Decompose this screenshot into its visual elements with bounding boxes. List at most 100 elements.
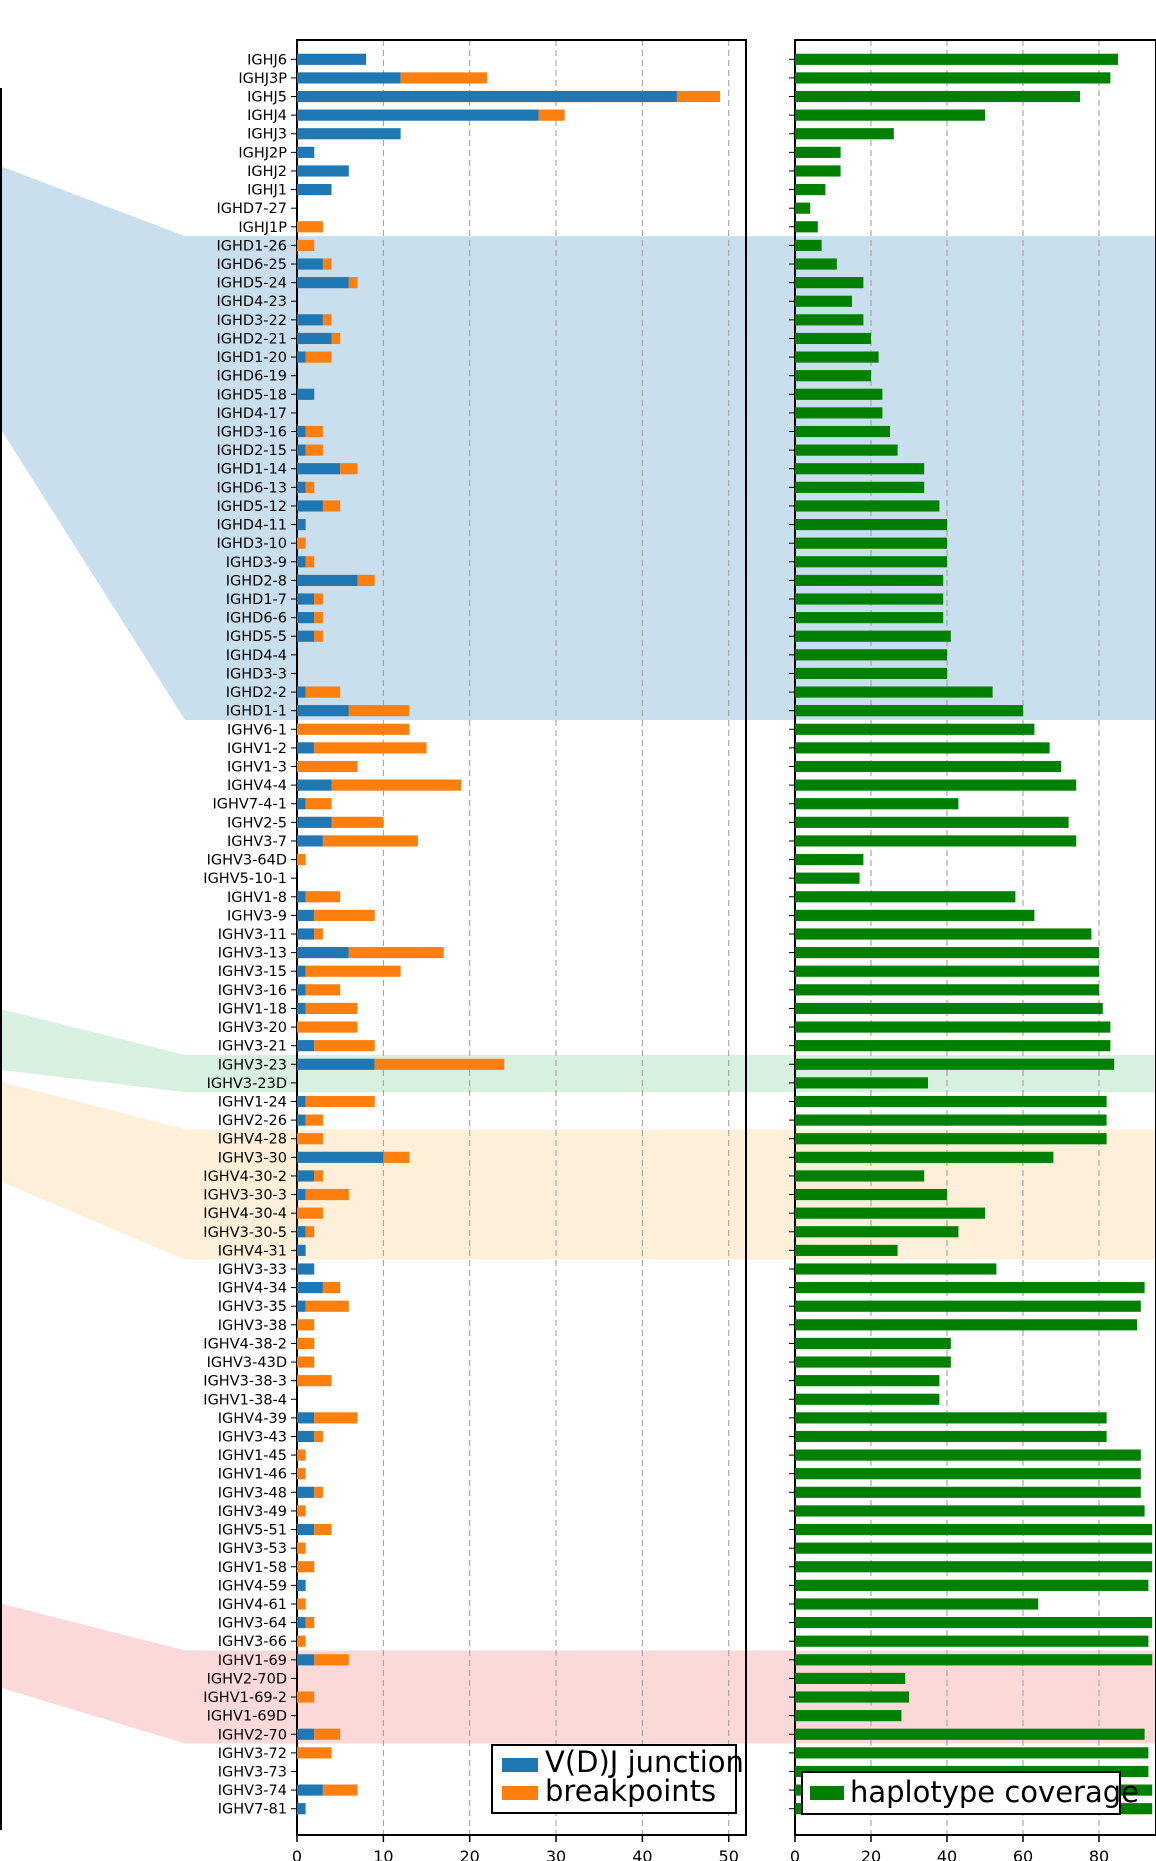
bar-coverage [795,90,1080,103]
y-tick-label: IGHD4-11 [217,518,288,534]
bar-vdj [297,146,315,158]
y-tick-label: IGHV3-38 [218,1318,287,1334]
bar-vdj [297,630,315,642]
bar-vdj [297,1803,306,1815]
y-tick-label: IGHV6-1 [227,722,287,738]
y-tick-label: IGHJ4 [247,108,287,124]
y-tick-label: IGHD5-18 [217,387,288,403]
bar-coverage [795,742,1050,754]
bar-vdj [297,388,315,400]
bar-breakpoints [331,779,462,791]
bar-coverage [795,779,1077,791]
y-tick-label: IGHV4-59 [218,1578,287,1594]
bar-breakpoints [314,593,323,605]
bar-coverage [795,444,898,456]
y-tick-label: IGHV4-39 [218,1411,287,1427]
bar-coverage [795,239,822,251]
bar-coverage [795,425,890,438]
y-tick-label: IGHV3-48 [218,1485,287,1501]
bar-coverage [795,1505,1145,1517]
y-tick-label: IGHD4-23 [217,294,288,310]
bar-breakpoints [297,239,315,251]
bar-vdj [297,500,323,512]
bar-coverage [795,1095,1107,1108]
highlight-band [1,1009,1156,1093]
bar-breakpoints [297,1561,315,1573]
y-tick-label: IGHD1-1 [226,704,287,720]
y-tick-label: IGHV3-21 [218,1039,287,1055]
y-tick-label: IGHV1-2 [227,741,287,757]
bar-breakpoints [305,798,332,810]
legend-label-coverage: haplotype coverage [850,1775,1139,1809]
y-tick-label: IGHV3-66 [218,1634,287,1650]
bar-coverage [795,258,837,270]
bar-coverage [795,1151,1054,1163]
legend-left: V(D)J junction breakpoints [491,1744,744,1814]
y-tick-label: IGHV5-10-1 [203,871,287,887]
bar-coverage [795,277,864,289]
bar-coverage [795,53,1118,65]
bar-coverage [795,1654,1153,1666]
y-tick-label: IGHV3-9 [227,908,287,924]
bar-vdj [297,351,306,363]
bar-breakpoints [297,1449,306,1461]
bar-breakpoints [314,1430,323,1443]
bar-vdj [297,798,306,810]
bar-coverage [795,202,811,214]
bar-coverage [795,1244,898,1256]
y-tick-label: IGHD2-15 [217,443,288,459]
y-tick-label: IGHV3-11 [218,927,287,943]
bar-coverage [795,537,947,549]
bar-coverage [795,351,879,363]
y-tick-label: IGHD5-24 [217,276,288,292]
y-tick-label: IGHV3-33 [218,1262,287,1278]
bar-breakpoints [297,221,323,233]
bar-coverage [795,1021,1111,1033]
bar-vdj [297,686,306,698]
y-tick-label: IGHV3-7 [227,834,287,850]
y-tick-label: IGHV1-3 [227,760,287,776]
bar-breakpoints [305,1095,375,1108]
bar-coverage [795,1468,1141,1480]
bar-breakpoints [348,947,444,959]
bar-vdj [297,90,677,103]
y-tick-label: IGHJ2P [238,145,287,161]
bar-breakpoints [297,1505,306,1517]
bar-coverage [795,593,944,605]
y-tick-label: IGHV3-23 [218,1057,287,1073]
bar-vdj [297,705,349,717]
bar-coverage [795,314,864,326]
bar-coverage [795,1226,959,1238]
y-tick-label: IGHD3-9 [226,555,287,571]
bar-breakpoints [331,332,341,345]
bar-coverage [795,1077,928,1089]
y-tick-label: IGHV3-73 [218,1764,287,1780]
y-tick-label: IGHV1-69D [207,1709,287,1725]
y-tick-label: IGHD2-2 [226,685,287,701]
bar-coverage [795,1002,1103,1015]
bar-vdj [297,165,349,177]
bar-vdj [297,1282,323,1294]
y-tick-label: IGHD6-6 [226,611,287,627]
bar-coverage [795,500,940,512]
bar-coverage [795,853,864,866]
bar-breakpoints [305,425,323,438]
bar-vdj [297,128,401,140]
bar-vdj [297,444,306,456]
bar-coverage [795,332,871,345]
x-tick-label: 0 [292,1847,302,1861]
y-tick-label: IGHV3-15 [218,964,287,980]
bar-breakpoints [314,1523,332,1536]
bar-coverage [795,965,1099,977]
y-tick-label: IGHV4-34 [218,1281,287,1297]
bar-coverage [795,1207,985,1219]
y-tick-label: IGHJ1 [247,183,287,199]
bar-vdj [297,1523,315,1536]
y-tick-label: IGHD2-8 [226,573,287,589]
bar-breakpoints [305,1300,349,1312]
bar-vdj [297,909,315,921]
y-tick-label: IGHV3-49 [218,1504,287,1520]
bar-breakpoints [357,574,375,586]
bar-coverage [795,1282,1145,1294]
